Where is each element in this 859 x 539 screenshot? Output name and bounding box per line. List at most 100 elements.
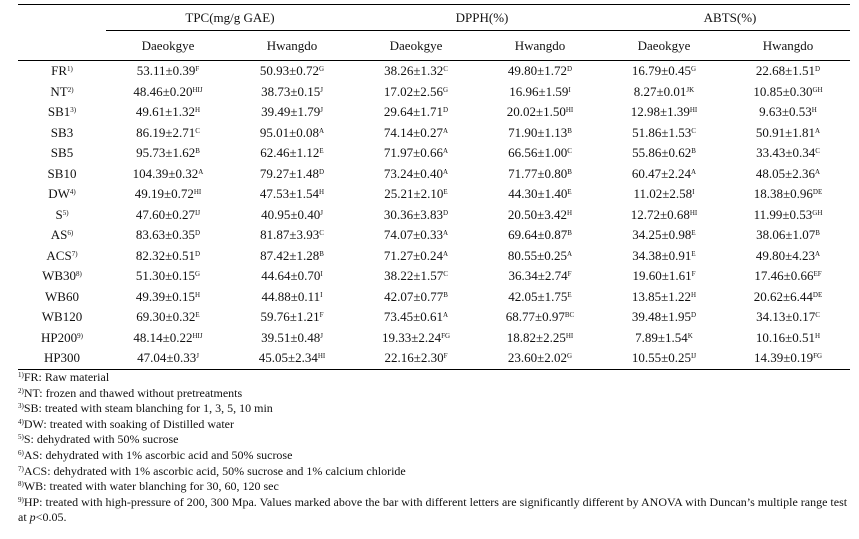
table-row: WB60 49.39±0.15H 44.88±0.11I 42.07±0.77B 42.… bbox=[18, 287, 850, 308]
mean-sd: 80.55±0.25 bbox=[507, 247, 568, 263]
significance-letters: D bbox=[443, 106, 449, 115]
mean-sd: 22.16±2.30 bbox=[384, 350, 444, 366]
significance-letters: G bbox=[691, 65, 697, 74]
footnote-text: S: dehydrated with 50% sucrose bbox=[23, 432, 179, 447]
mean-sd: 50.93±0.72 bbox=[259, 63, 320, 79]
significance-letters: H bbox=[691, 290, 697, 299]
significance-letters: DE bbox=[812, 188, 823, 197]
value-cell: 11.99±0.53GH bbox=[726, 205, 850, 226]
significance-letters: C bbox=[815, 311, 820, 320]
mean-sd: 51.30±0.15 bbox=[135, 268, 196, 284]
significance-letters: FG bbox=[441, 331, 451, 340]
value-cell: 39.51±0.48J bbox=[230, 328, 354, 349]
mean-sd: 50.91±1.81 bbox=[755, 124, 816, 140]
value-cell: 16.96±1.59I bbox=[478, 82, 602, 103]
significance-letters: F bbox=[443, 352, 448, 361]
mean-sd: 23.60±2.02 bbox=[507, 350, 568, 366]
significance-letters: D bbox=[195, 249, 201, 258]
significance-letters: B bbox=[319, 249, 324, 258]
significance-letters: H bbox=[195, 106, 201, 115]
table-row: SB5 95.73±1.62B 62.46±1.12E 71.97±0.66A 66.5… bbox=[18, 143, 850, 164]
footnote: 8)WB: treated with water blanching for 3… bbox=[18, 479, 848, 495]
mean-sd: 14.39±0.19 bbox=[753, 350, 814, 366]
mean-sd: 68.77±0.97 bbox=[505, 309, 565, 325]
mean-sd: 39.49±1.79 bbox=[261, 104, 321, 120]
value-cell: 44.64±0.70I bbox=[230, 266, 354, 287]
value-cell: 62.46±1.12E bbox=[230, 143, 354, 164]
p-value-symbol: p bbox=[29, 510, 36, 525]
value-cell: 8.27±0.01JK bbox=[602, 82, 726, 103]
mean-sd: 10.85±0.30 bbox=[753, 83, 813, 99]
significance-letters: A bbox=[319, 126, 325, 135]
mean-sd: 71.90±1.13 bbox=[508, 124, 568, 140]
value-cell: 13.85±1.22H bbox=[602, 287, 726, 308]
subheader-abts-hwangdo: Hwangdo bbox=[762, 37, 814, 53]
significance-letters: H bbox=[195, 290, 201, 299]
group-header-row: TPC(mg/g GAE) DPPH(%) ABTS(%) bbox=[18, 4, 850, 31]
mean-sd: 38.22±1.57 bbox=[384, 268, 444, 284]
value-cell: 47.04±0.33J bbox=[106, 348, 230, 369]
subheader-dpph-daeokgye: Daeokgye bbox=[389, 37, 443, 53]
significance-letters: EF bbox=[813, 270, 822, 279]
value-cell: 95.01±0.08A bbox=[230, 123, 354, 144]
mean-sd: 38.26±1.32 bbox=[384, 63, 444, 79]
mean-sd: 53.11±0.39 bbox=[136, 63, 196, 79]
treatment-code: ACS bbox=[46, 247, 72, 263]
significance-letters: D bbox=[567, 65, 573, 74]
significance-letters: J bbox=[320, 331, 323, 340]
group-header-tpc: TPC(mg/g GAE) bbox=[106, 4, 354, 31]
significance-letters: C bbox=[443, 65, 448, 74]
value-cell: 17.02±2.56G bbox=[354, 82, 478, 103]
significance-letters: HI bbox=[689, 106, 698, 115]
significance-letters: D bbox=[815, 65, 821, 74]
significance-letters: F bbox=[319, 311, 324, 320]
mean-sd: 45.05±2.34 bbox=[258, 350, 318, 366]
significance-letters: GH bbox=[812, 208, 823, 217]
value-cell: 7.89±1.54K bbox=[602, 328, 726, 349]
significance-letters: DE bbox=[812, 290, 823, 299]
footnote-marker: 7) bbox=[71, 249, 78, 258]
significance-letters: A bbox=[443, 147, 449, 156]
treatment-code: SB5 bbox=[50, 145, 74, 161]
mean-sd: 25.21±2.10 bbox=[384, 186, 444, 202]
value-cell: 9.63±0.53H bbox=[726, 102, 850, 123]
value-cell: 83.63±0.35D bbox=[106, 225, 230, 246]
mean-sd: 42.05±1.75 bbox=[508, 288, 568, 304]
mean-sd: 20.02±1.50 bbox=[506, 104, 566, 120]
mean-sd: 48.46±0.20 bbox=[133, 83, 193, 99]
value-cell: 81.87±3.93C bbox=[230, 225, 354, 246]
mean-sd: 44.64±0.70 bbox=[261, 268, 321, 284]
significance-letters: A bbox=[198, 167, 204, 176]
footnote-text: FR: Raw material bbox=[23, 370, 110, 384]
treatment-code: S bbox=[55, 206, 63, 222]
table-row: SB13) 49.61±1.32H 39.49±1.79J 29.64±1.71D 20… bbox=[18, 102, 850, 123]
treatment-code: FR bbox=[51, 63, 68, 79]
mean-sd: 40.95±0.40 bbox=[261, 206, 321, 222]
footnote-text: WB: treated with water blanching for 30,… bbox=[23, 479, 279, 494]
row-label: SB13) bbox=[18, 102, 106, 123]
mean-sd: 48.05±2.36 bbox=[755, 165, 816, 181]
value-cell: 44.88±0.11I bbox=[230, 287, 354, 308]
mean-sd: 18.82±2.25 bbox=[506, 329, 566, 345]
value-cell: 47.60±0.27IJ bbox=[106, 205, 230, 226]
value-cell: 44.30±1.40E bbox=[478, 184, 602, 205]
mean-sd: 18.38±0.96 bbox=[753, 186, 813, 202]
mean-sd: 36.34±2.74 bbox=[508, 268, 568, 284]
value-cell: 14.39±0.19FG bbox=[726, 348, 850, 369]
significance-letters: E bbox=[691, 229, 696, 238]
significance-letters: A bbox=[567, 249, 573, 258]
results-table: TPC(mg/g GAE) DPPH(%) ABTS(%) Daeokgye H… bbox=[18, 4, 850, 370]
significance-letters: A bbox=[691, 167, 697, 176]
value-cell: 74.07±0.33A bbox=[354, 225, 478, 246]
value-cell: 73.45±0.61A bbox=[354, 307, 478, 328]
significance-letters: E bbox=[195, 311, 200, 320]
mean-sd: 38.06±1.07 bbox=[756, 227, 816, 243]
footnote-text: AS: dehydrated with 1% ascorbic acid and… bbox=[23, 447, 293, 462]
mean-sd: 19.33±2.24 bbox=[381, 329, 442, 345]
value-cell: 50.91±1.81A bbox=[726, 123, 850, 144]
significance-letters: E bbox=[319, 147, 324, 156]
value-cell: 10.85±0.30GH bbox=[726, 82, 850, 103]
value-cell: 50.93±0.72G bbox=[230, 61, 354, 82]
footnote-marker: 2) bbox=[18, 386, 24, 395]
significance-letters: F bbox=[691, 270, 696, 279]
